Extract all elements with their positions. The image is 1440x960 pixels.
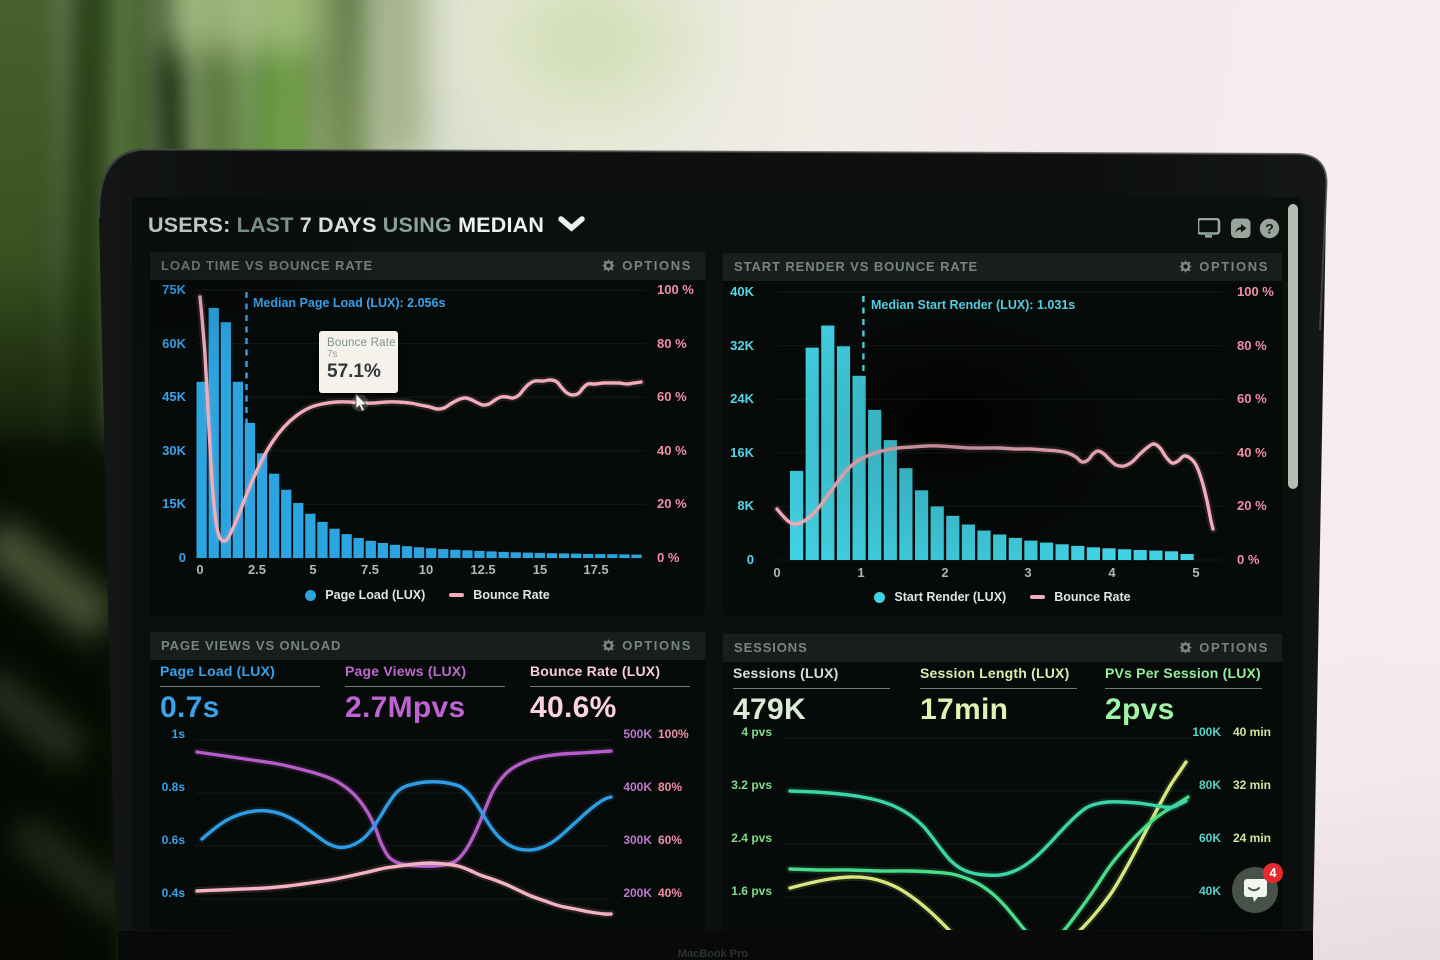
svg-text:?: ? [1265,221,1274,237]
svg-text:MacBook Pro: MacBook Pro [678,948,749,960]
